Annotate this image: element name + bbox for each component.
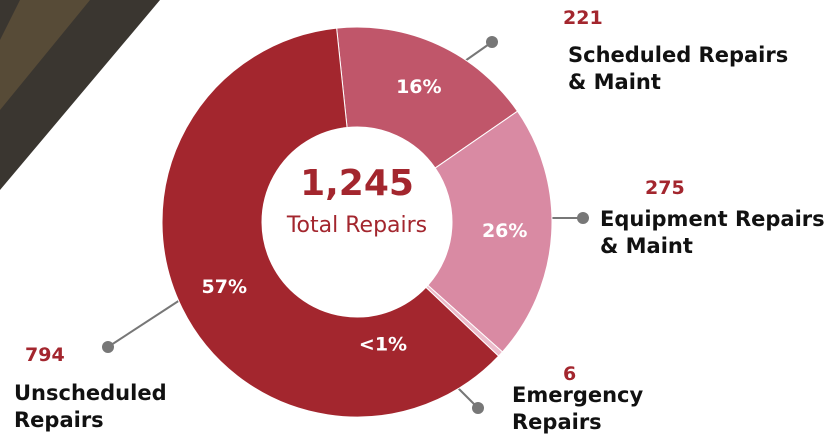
segment-count: 275 <box>645 176 685 201</box>
percent-label: 57% <box>202 276 247 298</box>
segment-count: 221 <box>563 6 603 31</box>
infographic: 16% 26% <1% 57% 1,245 Total Repairs 221 Schedu… <box>0 0 831 446</box>
percent-label: 26% <box>482 220 527 242</box>
percent-label: <1% <box>359 334 407 356</box>
total-label: Total Repairs <box>286 213 427 238</box>
segment-name: Unscheduled Repairs <box>14 380 204 435</box>
leader-dot <box>102 341 114 353</box>
segment-count: 794 <box>25 343 65 368</box>
leader-dot <box>472 402 484 414</box>
segment-name: Scheduled Repairs & Maint <box>568 42 798 97</box>
segment-name: Emergency Repairs <box>512 382 692 437</box>
total-value: 1,245 <box>300 163 414 204</box>
percent-label: 16% <box>396 76 441 98</box>
segment-name: Equipment Repairs & Maint <box>600 206 825 261</box>
leader-dot <box>577 212 589 224</box>
leader-dot <box>486 36 498 48</box>
leader-line <box>108 300 180 347</box>
